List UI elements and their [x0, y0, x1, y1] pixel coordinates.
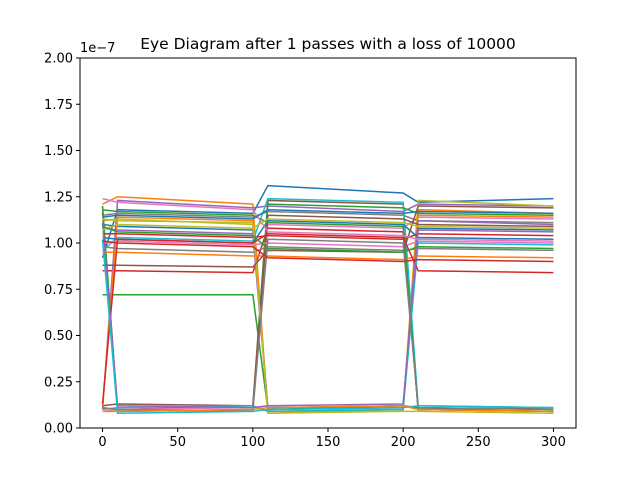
y-tick-label: 1.50 [44, 144, 73, 159]
y-tick-label: 0.50 [44, 329, 73, 344]
series-line-26 [102, 205, 554, 268]
x-tick-label: 200 [391, 435, 416, 450]
x-tick-label: 0 [98, 435, 106, 450]
y-tick-label: 1.00 [44, 237, 73, 252]
series-line-30 [101, 239, 554, 414]
y-tick-label: 1.25 [44, 190, 73, 205]
y-tick-label: 0.75 [44, 283, 73, 298]
chart-title: Eye Diagram after 1 passes with a loss o… [140, 35, 516, 53]
x-tick-label: 150 [316, 435, 341, 450]
x-axis: 0 50 100 150 200 250 300 [98, 428, 566, 450]
series-line-31 [102, 208, 554, 220]
series-line-29 [102, 218, 554, 231]
x-tick-label: 100 [240, 435, 265, 450]
y-tick-label: 0.00 [44, 422, 73, 437]
x-tick-label: 300 [541, 435, 566, 450]
y-tick-label: 2.00 [44, 52, 73, 67]
series-line-33 [102, 225, 554, 254]
series-layer [101, 184, 554, 414]
y-tick-label: 1.75 [44, 98, 73, 113]
series-line-34 [102, 240, 554, 263]
series-line-32 [102, 405, 554, 413]
plot-frame [79, 57, 577, 429]
y-axis: 0.00 0.25 0.50 0.75 1.00 1.25 1.50 1.75 2.00 [44, 52, 80, 437]
x-tick-label: 250 [466, 435, 491, 450]
series-line-22 [102, 251, 554, 261]
y-tick-label: 0.25 [44, 375, 73, 390]
series-line-19 [102, 218, 554, 414]
series-line-24 [101, 232, 554, 405]
series-line-27 [102, 197, 554, 242]
x-tick-label: 50 [169, 435, 186, 450]
y-axis-offset-label: 1e−7 [80, 41, 115, 56]
